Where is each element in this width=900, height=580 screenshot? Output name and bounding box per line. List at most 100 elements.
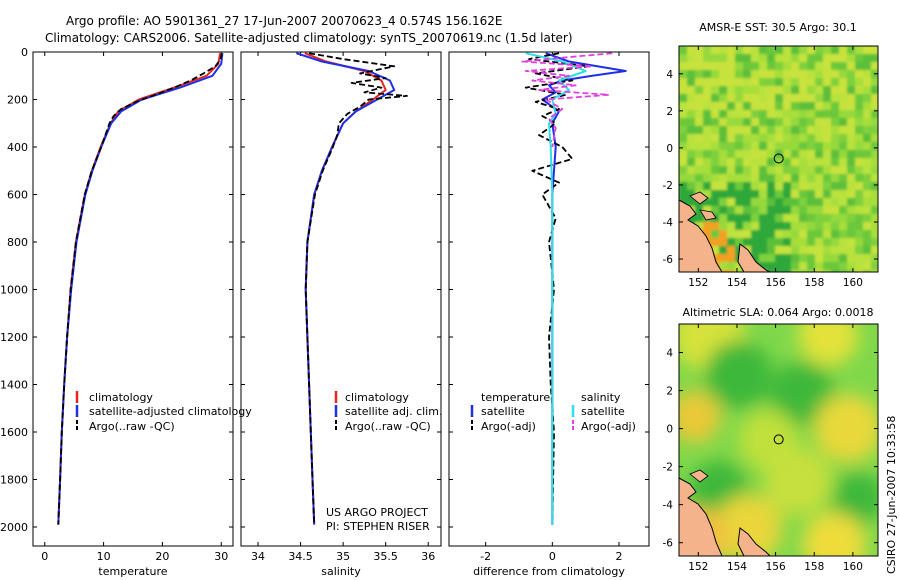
map-y-tick-label: -6 bbox=[663, 538, 674, 550]
sst-cell bbox=[703, 150, 711, 158]
sst-cell bbox=[847, 126, 855, 134]
series-argo-raw-qc bbox=[304, 52, 408, 525]
sst-cell bbox=[751, 206, 759, 214]
sst-cell bbox=[703, 222, 711, 230]
x-tick-label: 20 bbox=[155, 550, 169, 563]
sst-cell bbox=[767, 118, 775, 126]
sst-cell bbox=[719, 190, 727, 198]
sst-cell bbox=[863, 270, 871, 272]
series-climatology bbox=[304, 52, 387, 525]
sst-cell bbox=[719, 262, 727, 270]
side-timestamp: CSIRO 27-Jun-2007 10:33:58 bbox=[885, 416, 898, 574]
sst-cell bbox=[759, 182, 767, 190]
sst-cell bbox=[855, 46, 863, 54]
sst-cell bbox=[791, 246, 799, 254]
sst-cell bbox=[815, 230, 823, 238]
sst-cell bbox=[711, 70, 719, 78]
sst-cell bbox=[839, 102, 847, 110]
sst-cell bbox=[839, 158, 847, 166]
y-tick-label: 600 bbox=[7, 189, 28, 202]
sst-cell bbox=[863, 134, 871, 142]
sst-field bbox=[679, 46, 878, 272]
sst-cell bbox=[783, 174, 791, 182]
sst-cell bbox=[687, 46, 695, 54]
sst-cell bbox=[831, 86, 839, 94]
sst-cell bbox=[847, 174, 855, 182]
sst-cell bbox=[783, 46, 791, 54]
sst-cell bbox=[871, 190, 878, 198]
sst-cell bbox=[711, 126, 719, 134]
sst-cell bbox=[839, 126, 847, 134]
sst-cell bbox=[711, 134, 719, 142]
sst-cell bbox=[679, 174, 687, 182]
sst-cell bbox=[863, 182, 871, 190]
sst-cell bbox=[791, 222, 799, 230]
map-y-tick-label: 2 bbox=[666, 106, 673, 118]
sst-cell bbox=[751, 158, 759, 166]
sst-cell bbox=[719, 70, 727, 78]
salinity-plot: 34 34.5 35 35.5 36 bbox=[241, 51, 441, 563]
sst-cell bbox=[695, 126, 703, 134]
sst-cell bbox=[871, 62, 878, 70]
sst-cell bbox=[839, 94, 847, 102]
sst-cell bbox=[719, 230, 727, 238]
sst-cell bbox=[775, 110, 783, 118]
sst-cell bbox=[767, 270, 775, 272]
sst-cell bbox=[759, 102, 767, 110]
sst-cell bbox=[775, 134, 783, 142]
sst-cell bbox=[743, 110, 751, 118]
sst-cell bbox=[687, 142, 695, 150]
sst-cell bbox=[823, 238, 831, 246]
sst-cell bbox=[719, 142, 727, 150]
sst-cell bbox=[783, 222, 791, 230]
sst-cell bbox=[807, 230, 815, 238]
sst-cell bbox=[759, 70, 767, 78]
sst-cell bbox=[711, 86, 719, 94]
land-new-britain bbox=[679, 199, 723, 272]
sst-cell bbox=[759, 166, 767, 174]
sst-cell bbox=[759, 246, 767, 254]
sst-cell bbox=[847, 206, 855, 214]
legend-label-climatology: climatology bbox=[345, 391, 409, 404]
sst-cell bbox=[703, 198, 711, 206]
sst-cell bbox=[751, 94, 759, 102]
sst-cell bbox=[831, 46, 839, 54]
sst-cell bbox=[719, 174, 727, 182]
land-island-1 bbox=[689, 191, 709, 205]
x-tick-label: 36 bbox=[421, 550, 435, 563]
sst-cell bbox=[823, 54, 831, 62]
sst-cell bbox=[775, 182, 783, 190]
sst-cell bbox=[703, 134, 711, 142]
sst-cell bbox=[855, 238, 863, 246]
sst-cell bbox=[847, 78, 855, 86]
sst-cell bbox=[759, 94, 767, 102]
sst-cell bbox=[727, 238, 735, 246]
sst-cell bbox=[775, 118, 783, 126]
sst-cell bbox=[703, 126, 711, 134]
sst-cell bbox=[831, 166, 839, 174]
sst-cell bbox=[679, 142, 687, 150]
sst-cell bbox=[679, 54, 687, 62]
sst-cell bbox=[719, 238, 727, 246]
sst-cell bbox=[735, 78, 743, 86]
sst-cell bbox=[767, 134, 775, 142]
sst-cell bbox=[703, 142, 711, 150]
sst-cell bbox=[743, 222, 751, 230]
sst-cell bbox=[687, 70, 695, 78]
sst-cell bbox=[863, 86, 871, 94]
map-x-tick-label: 152 bbox=[688, 561, 708, 573]
sst-cell bbox=[719, 126, 727, 134]
sst-cell bbox=[799, 262, 807, 270]
x-tick-label: 35 bbox=[336, 550, 350, 563]
sst-cell bbox=[719, 150, 727, 158]
sst-cell bbox=[775, 126, 783, 134]
sst-cell bbox=[727, 166, 735, 174]
sst-cell bbox=[831, 206, 839, 214]
temperature-legend: climatology satellite-adjusted climatolo… bbox=[75, 391, 252, 433]
sst-cell bbox=[695, 158, 703, 166]
sst-cell bbox=[743, 46, 751, 54]
sst-cell bbox=[735, 174, 743, 182]
sst-cell bbox=[783, 150, 791, 158]
sst-cell bbox=[703, 78, 711, 86]
sst-cell bbox=[847, 198, 855, 206]
